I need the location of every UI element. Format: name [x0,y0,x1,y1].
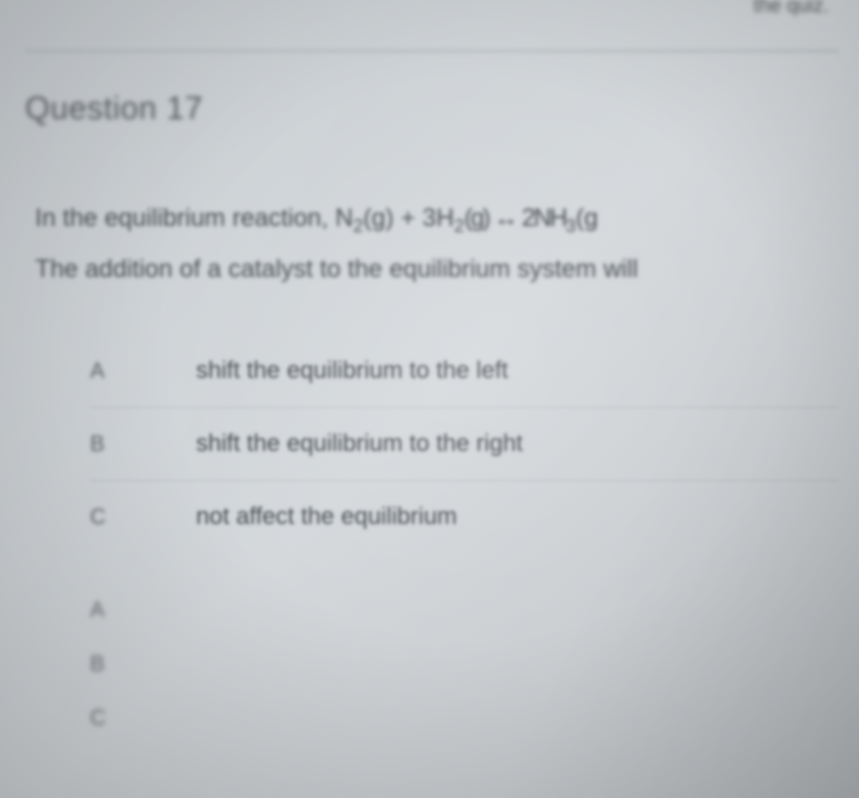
option-c[interactable]: C not affect the equilibrium [90,481,839,553]
stem-text: (g [576,204,598,232]
question-stem: In the equilibrium reaction, N2(g) + 3H2… [35,197,839,290]
stem-line-2: The addition of a catalyst to the equili… [35,248,839,291]
option-letter: A [90,358,116,384]
options-list: A shift the equilibrium to the left B sh… [90,335,839,553]
option-a[interactable]: A shift the equilibrium to the left [90,335,839,408]
subscript-h2: 2 [454,216,464,236]
secondary-letter-b: B [90,637,116,691]
stem-text: (g) + 3H [363,204,454,232]
question-number-header: Question 17 [25,90,839,127]
stem-text: (g) ↔ 2NH [464,204,565,232]
option-text: shift the equilibrium to the left [196,357,508,385]
stem-text: In the equilibrium reaction, N [35,204,353,232]
option-b[interactable]: B shift the equilibrium to the right [90,408,839,481]
option-letter: B [90,431,116,457]
secondary-letter-c: C [90,691,116,745]
subscript-nh3: 3 [566,216,576,236]
next-question-letters: A B C [90,583,839,745]
quiz-page: the quiz. Question 17 In the equilibrium… [0,0,859,798]
subscript-n2: 2 [353,216,363,236]
top-divider [25,50,839,52]
option-letter: C [90,504,116,530]
secondary-letter-a: A [90,583,116,637]
option-text: shift the equilibrium to the right [196,430,523,458]
prev-page-fragment: the quiz. [753,0,829,18]
option-text: not affect the equilibrium [196,503,457,531]
stem-line-1: In the equilibrium reaction, N2(g) + 3H2… [35,197,839,242]
